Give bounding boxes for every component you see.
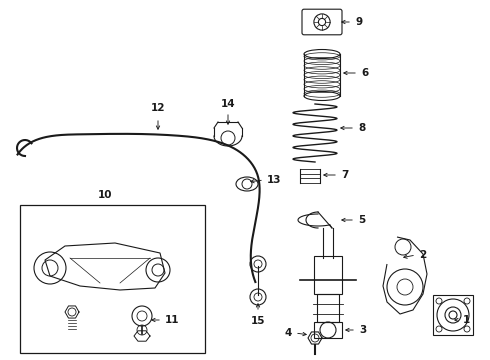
Text: 8: 8 [358,123,365,133]
Text: 7: 7 [341,170,348,180]
Bar [20,205,205,353]
Text: 11: 11 [165,315,179,325]
Text: 13: 13 [267,175,281,185]
Text: 1: 1 [463,315,470,325]
Text: 15: 15 [251,316,265,326]
Text: 12: 12 [151,103,165,113]
Bar [433,295,473,335]
Text: 4: 4 [285,328,292,338]
Text: 10: 10 [98,190,112,200]
Text: 14: 14 [220,99,235,109]
Bar [317,294,339,322]
Text: 2: 2 [419,250,426,260]
Text: 9: 9 [355,17,362,27]
Text: 3: 3 [359,325,366,335]
Text: 5: 5 [358,215,365,225]
Text: 6: 6 [361,68,368,78]
Bar [314,322,342,338]
Bar [314,256,342,294]
